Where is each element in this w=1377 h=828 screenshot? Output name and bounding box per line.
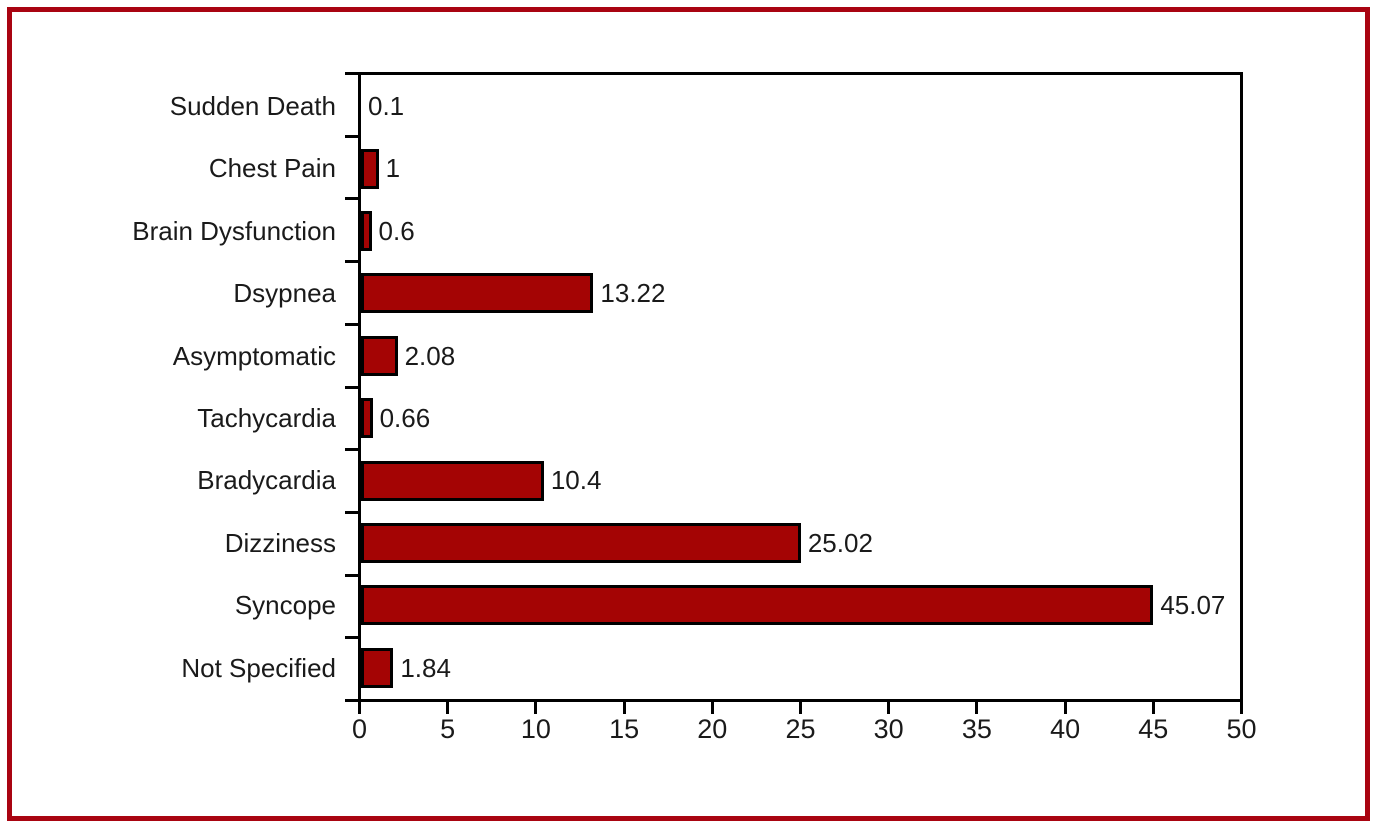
bar-value-label: 45.07 <box>1160 590 1226 621</box>
x-axis-tick-label: 10 <box>520 714 551 744</box>
bar-value-label: 13.22 <box>600 278 666 309</box>
bar-dsypnea <box>361 273 594 314</box>
x-axis-tick-label: 45 <box>1138 714 1169 744</box>
x-axis-tick <box>799 702 802 714</box>
y-axis-tick <box>345 510 358 514</box>
x-axis-tick-label: 30 <box>873 714 904 744</box>
y-axis-tick <box>345 699 358 702</box>
bar-syncope <box>361 585 1154 626</box>
x-axis-tick-label: 35 <box>961 714 992 744</box>
x-axis-tick-label: 40 <box>1050 714 1081 744</box>
category-label: Asymptomatic <box>172 340 336 371</box>
x-axis-tick <box>622 702 626 714</box>
x-axis-tick <box>446 702 450 714</box>
category-label: Brain Dysfunction <box>132 215 336 246</box>
bar-bradycardia <box>361 460 544 501</box>
x-axis-tick-label: 0 <box>351 714 368 744</box>
x-axis-tick <box>1240 702 1243 714</box>
plot-area: 0.1 1 0.6 13.22 2.08 0.66 10.4 25.02 45.07 1.84 <box>358 72 1243 702</box>
category-label: Tachycardia <box>197 403 336 433</box>
y-axis-tick <box>345 448 358 452</box>
x-axis-tick-label: 5 <box>440 714 456 744</box>
bar-tachycardia <box>361 398 373 439</box>
y-axis-tick <box>345 636 358 640</box>
x-axis-tick <box>887 702 891 714</box>
y-axis-tick <box>345 72 358 75</box>
x-axis-tick <box>710 702 714 714</box>
bar-value-label: 1 <box>385 153 401 184</box>
bar-value-label: 10.4 <box>550 465 602 496</box>
bar-chest-pain <box>361 148 379 189</box>
y-axis-tick <box>345 322 358 326</box>
category-label: Sudden Death <box>169 91 336 121</box>
bar-value-label: 2.08 <box>404 340 456 371</box>
category-label: Syncope <box>234 590 336 621</box>
category-label: Bradycardia <box>197 465 336 496</box>
bar-asymptomatic <box>361 335 398 376</box>
category-label: Dizziness <box>224 527 336 558</box>
bar-dizziness <box>361 523 801 563</box>
category-label: Dsypnea <box>233 278 336 309</box>
category-label: Not Specified <box>181 652 336 683</box>
y-axis-tick <box>345 260 358 264</box>
x-axis-tick <box>975 702 979 714</box>
bar-value-label: 25.02 <box>807 527 873 558</box>
y-axis-tick <box>345 134 358 138</box>
x-axis-tick-label: 20 <box>697 714 728 744</box>
x-axis-tick <box>1063 702 1067 714</box>
x-axis-tick <box>358 702 361 714</box>
x-axis-tick <box>1151 702 1155 714</box>
y-axis-tick <box>345 385 358 389</box>
bar-brain-dysfunction <box>361 211 372 251</box>
bar-value-label: 0.66 <box>379 403 431 433</box>
x-axis-tick-label: 50 <box>1226 714 1257 744</box>
y-axis-tick <box>345 573 358 577</box>
bar-value-label: 0.1 <box>368 91 405 121</box>
x-axis-tick-label: 15 <box>609 714 640 744</box>
category-label: Chest Pain <box>208 153 336 184</box>
x-axis-tick <box>534 702 538 714</box>
bar-value-label: 0.6 <box>378 215 415 246</box>
bar-value-label: 1.84 <box>400 652 451 683</box>
bar-not-specified <box>361 647 394 688</box>
y-axis-tick <box>345 197 358 201</box>
x-axis-tick-label: 25 <box>785 714 816 744</box>
